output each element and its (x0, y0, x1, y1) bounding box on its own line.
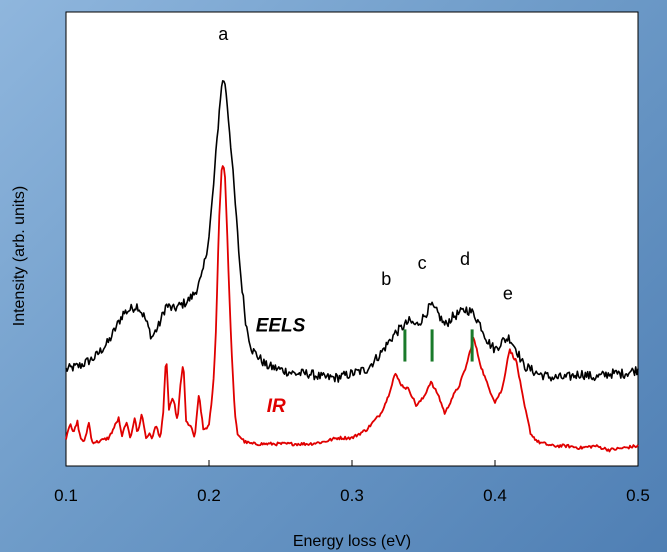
peak-label-d: d (460, 249, 470, 269)
x-tick-label: 0.2 (197, 486, 221, 505)
peak-label-a: a (218, 24, 229, 44)
series-line-ir (65, 165, 639, 453)
series-label-eels: EELS (256, 315, 306, 336)
peak-label-c: c (418, 253, 427, 273)
x-tick-label: 0.4 (483, 486, 507, 505)
x-tick-label: 0.3 (340, 486, 364, 505)
x-tick-label: 0.1 (54, 486, 78, 505)
series-line-eels (65, 80, 639, 383)
y-axis-label: Intensity (arb. units) (11, 186, 28, 327)
series-label-ir: IR (267, 396, 286, 417)
peak-label-e: e (503, 283, 513, 303)
x-tick-label: 0.5 (626, 486, 650, 505)
x-axis-label: Energy loss (eV) (293, 533, 411, 550)
plot-area (65, 11, 639, 467)
peak-label-b: b (381, 269, 391, 289)
